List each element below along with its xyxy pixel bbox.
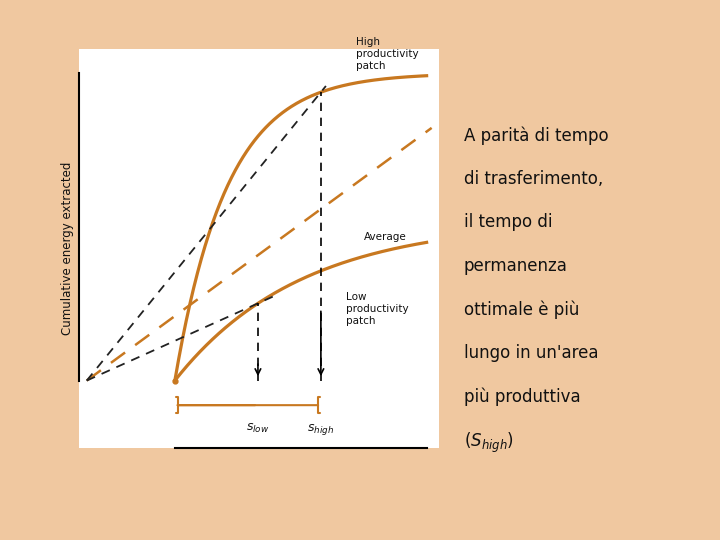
Text: Average: Average [364, 232, 406, 242]
Text: Low
productivity
patch: Low productivity patch [346, 293, 409, 326]
Text: $s_{high}$: $s_{high}$ [307, 422, 334, 437]
Text: di trasferimento,: di trasferimento, [464, 170, 603, 188]
Text: lungo in un'area: lungo in un'area [464, 343, 598, 362]
Text: permanenza: permanenza [464, 256, 567, 275]
Text: ($S_{high}$): ($S_{high}$) [464, 431, 513, 455]
Text: più produttiva: più produttiva [464, 387, 580, 406]
Text: High
productivity
patch: High productivity patch [356, 37, 419, 71]
Text: il tempo di: il tempo di [464, 213, 552, 231]
Text: $s_{low}$: $s_{low}$ [246, 422, 270, 435]
Y-axis label: Cumulative energy extracted: Cumulative energy extracted [60, 161, 73, 335]
Text: A parità di tempo: A parità di tempo [464, 126, 608, 145]
Text: ottimale è più: ottimale è più [464, 300, 579, 319]
